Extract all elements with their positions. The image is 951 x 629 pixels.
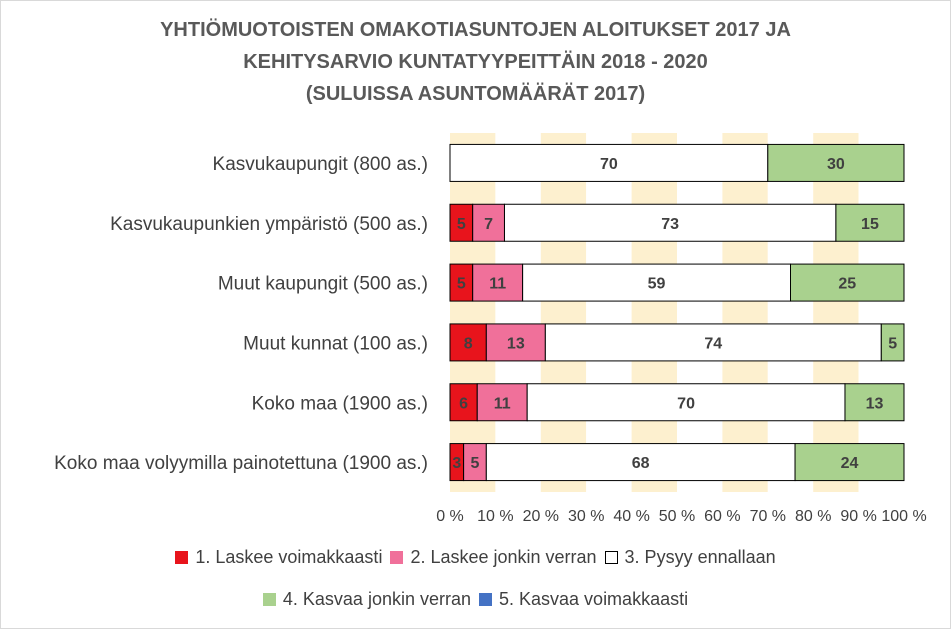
legend-label: 3. Pysyy ennallaan [624,547,776,567]
legend-swatch [479,593,492,606]
background-band [858,133,904,492]
data-label: 68 [632,455,650,472]
background-band [677,133,723,492]
category-label: Kasvukaupungit (800 as.) [213,154,428,175]
legend-item-pysyy-ennallaan: 3. Pysyy ennallaan [604,547,776,568]
background-band [586,133,632,492]
bar-segment [485,323,546,362]
data-label: 13 [866,395,884,412]
background-band [767,133,814,492]
data-label: 11 [494,395,511,412]
data-label: 13 [507,335,525,352]
bar-segment [449,143,769,182]
data-label: 59 [648,276,666,293]
x-tick-label: 100 % [881,508,926,525]
background-band [631,133,677,492]
category-label: Kasvukaupunkien ympäristö (500 as.) [110,214,428,235]
data-label: 5 [888,335,897,352]
x-tick-label: 80 % [795,508,831,525]
bar-segment [880,323,905,362]
background-band [450,133,496,492]
bar-segment [544,323,882,362]
background-band [540,133,587,492]
data-label: 6 [459,395,468,412]
data-label: 25 [838,276,856,293]
chart-title: YHTIÖMUOTOISTEN OMAKOTIASUNTOJEN ALOITUK… [0,14,951,110]
x-tick-label: 70 % [750,508,786,525]
data-label: 15 [861,216,879,233]
x-tick-label: 10 % [477,508,513,525]
data-label: 24 [841,455,859,472]
bar-segment [449,383,478,422]
legend-label: 1. Laskee voimakkaasti [195,547,383,567]
x-tick-label: 0 % [436,508,464,525]
data-label: 70 [677,395,695,412]
bar-segment [485,443,796,482]
chart-title-line-2: KEHITYSARVIO KUNTATYYPEITTÄIN 2018 - 202… [243,51,708,73]
bar-segment [526,383,846,422]
legend-label: 2. Laskee jonkin verran [410,547,597,567]
bar-segment [835,203,905,242]
data-label: 73 [661,216,679,233]
category-label: Muut kunnat (100 as.) [243,333,428,354]
bar-segment [794,443,905,482]
data-label: 70 [600,156,618,173]
data-label: 74 [704,335,722,352]
data-label: 30 [827,156,845,173]
legend-item-kasvaa-voimakkaasti: 5. Kasvaa voimakkaasti [479,589,688,610]
x-tick-label: 40 % [613,508,649,525]
x-tick-label: 30 % [568,508,604,525]
legend-swatch [604,551,618,564]
data-label: 7 [484,216,493,233]
data-label: 11 [489,276,506,293]
data-label: 8 [464,335,473,352]
data-label: 5 [457,276,466,293]
bar-segment [767,143,905,182]
bar-segment [476,383,528,422]
legend-item-kasvaa-jonkin-verran: 4. Kasvaa jonkin verran [262,589,471,610]
background-band [722,133,768,492]
category-label: Koko maa (1900 as.) [252,393,428,414]
category-label: Koko maa volyymilla painotettuna (1900 a… [54,453,428,474]
x-tick-label: 50 % [659,508,695,525]
legend-row-1: 1. Laskee voimakkaasti 2. Laskee jonkin … [0,547,951,568]
legend-item-laskee-jonkin-verran: 2. Laskee jonkin verran [390,547,597,568]
background-band [495,133,541,492]
bar-segment [844,383,905,422]
legend-swatch [390,551,404,564]
data-label: 5 [471,455,480,472]
legend-label: 4. Kasvaa jonkin verran [282,589,471,609]
background-band [813,133,859,492]
legend-swatch [262,593,276,606]
chart-title-line-3: (SULUISSA ASUNTOMÄÄRÄT 2017) [305,83,646,105]
x-tick-label: 60 % [704,508,740,525]
legend-item-laskee-voimakkaasti: 1. Laskee voimakkaasti [175,547,382,568]
legend-label: 5. Kasvaa voimakkaasti [499,589,689,609]
bar-segment [790,263,905,302]
legend-row-2: 4. Kasvaa jonkin verran 5. Kasvaa voimak… [0,589,951,610]
x-tick-label: 90 % [840,508,876,525]
x-tick-label: 20 % [523,508,559,525]
chart-title-line-1: YHTIÖMUOTOISTEN OMAKOTIASUNTOJEN ALOITUK… [160,19,791,41]
legend-swatch [175,551,189,564]
bar-segment [472,263,524,302]
category-label: Muut kaupungit (500 as.) [218,274,428,295]
data-label: 5 [457,216,466,233]
data-label: 3 [452,455,461,472]
